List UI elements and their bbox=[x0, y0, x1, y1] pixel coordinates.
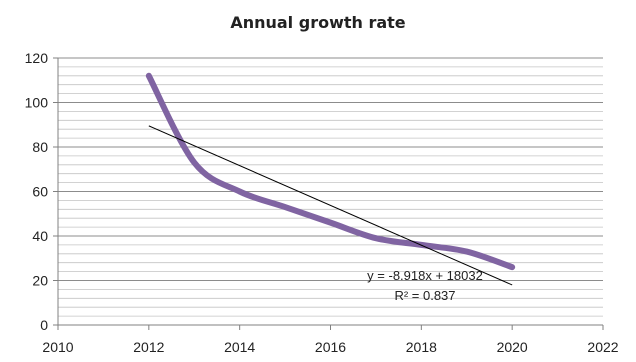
y-tick-label: 100 bbox=[25, 95, 49, 111]
gridlines bbox=[58, 57, 603, 317]
x-tick-label: 2016 bbox=[315, 339, 346, 355]
y-tick-label: 20 bbox=[32, 273, 48, 289]
trendline-layer bbox=[148, 125, 513, 286]
chart-title: Annual growth rate bbox=[230, 13, 405, 32]
tick-labels: 0 20 40 60 80 100 120 2010 2012 2014 2016 2018 2020 2… bbox=[25, 50, 619, 355]
x-tick-label: 2022 bbox=[587, 339, 618, 355]
y-tick-label: 120 bbox=[25, 50, 49, 66]
x-tick-label: 2014 bbox=[224, 339, 255, 355]
trendline bbox=[148, 125, 513, 286]
trendline-equation: y = -8.918x + 18032 bbox=[367, 268, 483, 283]
data-series bbox=[145, 72, 516, 271]
plot-area bbox=[57, 57, 603, 326]
trendline-r-squared: R² = 0.837 bbox=[394, 288, 455, 303]
x-tick-label: 2010 bbox=[42, 339, 73, 355]
y-tick-label: 60 bbox=[32, 184, 48, 200]
x-tick-label: 2012 bbox=[133, 339, 164, 355]
x-tick-label: 2020 bbox=[497, 339, 528, 355]
x-tick-label: 2018 bbox=[406, 339, 437, 355]
series-line bbox=[145, 72, 516, 271]
y-tick-label: 40 bbox=[32, 228, 48, 244]
y-tick-label: 80 bbox=[32, 139, 48, 155]
y-tick-label: 0 bbox=[40, 317, 48, 333]
